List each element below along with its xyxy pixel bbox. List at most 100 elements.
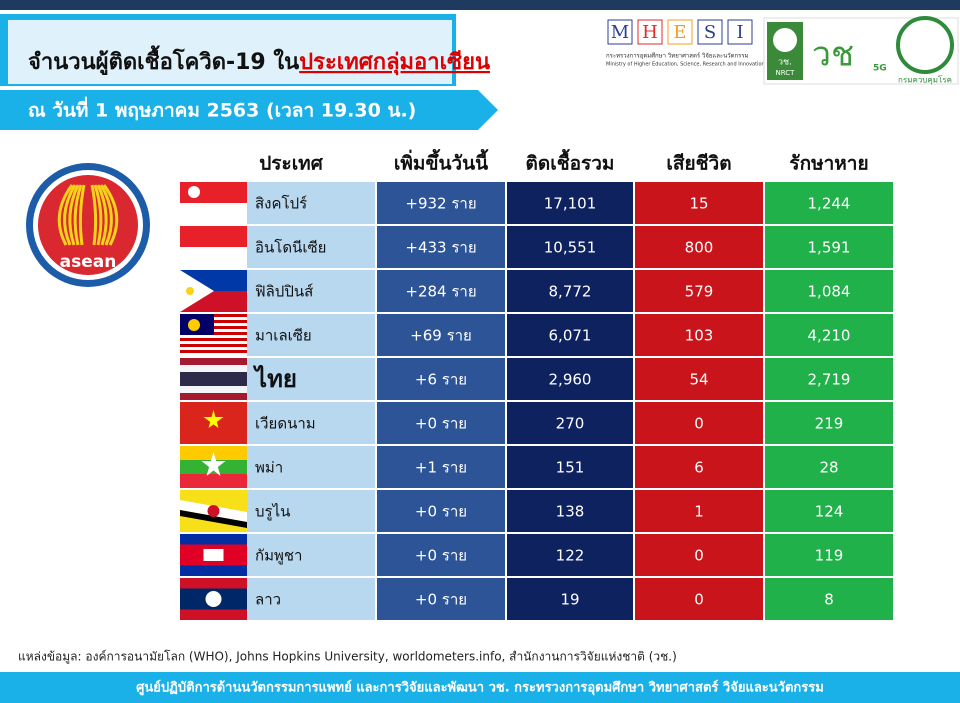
- country-name: พม่า: [255, 459, 283, 477]
- country-name: สิงคโปร์: [255, 195, 307, 213]
- country-name: ฟิลิปปินส์: [255, 283, 313, 301]
- cell: [247, 490, 375, 532]
- cell: [765, 578, 893, 620]
- cell-value: 151: [556, 459, 585, 477]
- country-name: ลาว: [255, 591, 281, 609]
- cell-value: 270: [556, 415, 585, 433]
- mhesi-english: Ministry of Higher Education, Science, R…: [606, 62, 765, 68]
- cell: [377, 578, 505, 620]
- mhesi-box: [727, 19, 753, 45]
- cell-value: 1,244: [808, 195, 851, 213]
- mhesi-letter: S: [704, 22, 716, 43]
- cell: [247, 182, 375, 224]
- footer-bar: [0, 672, 960, 703]
- date-banner: [0, 90, 498, 130]
- cell-value: 8: [824, 591, 834, 609]
- country-name: บรูไน: [255, 503, 290, 521]
- cell: [507, 358, 633, 400]
- cell-value: +932 ราย: [405, 195, 476, 213]
- cell: [765, 358, 893, 400]
- column-header: รักษาหาย: [789, 153, 868, 175]
- cell-value: 4,210: [808, 327, 851, 345]
- cell-value: 1,084: [808, 283, 851, 301]
- cell: [765, 314, 893, 356]
- flag: [201, 452, 226, 476]
- cell: [507, 314, 633, 356]
- cell-value: 0: [694, 591, 704, 609]
- cell-value: 219: [815, 415, 844, 433]
- cell-value: 1: [694, 503, 704, 521]
- cell: [247, 578, 375, 620]
- mhesi-box: [697, 19, 723, 45]
- date: ณ วันที่ 1 พฤษภาคม 2563 (เวลา 19.30 น.): [28, 97, 416, 122]
- flag: [180, 338, 247, 341]
- mhesi-letter: M: [611, 22, 629, 43]
- nrct-big: วช: [812, 35, 854, 75]
- cell: [635, 226, 763, 268]
- flag: [186, 287, 194, 295]
- cell: [765, 226, 893, 268]
- flag: [180, 270, 214, 312]
- cell: [507, 402, 633, 444]
- country-name: มาเลเซีย: [255, 327, 312, 345]
- cell: [377, 182, 505, 224]
- cell: [765, 446, 893, 488]
- cell: [765, 182, 893, 224]
- cell-value: 579: [685, 283, 714, 301]
- flag: [203, 410, 224, 428]
- cell: [377, 490, 505, 532]
- cell-value: +284 ราย: [405, 283, 476, 301]
- cell-value: +0 ราย: [415, 591, 467, 609]
- cell: [635, 578, 763, 620]
- cell-value: 800: [685, 239, 714, 257]
- cell: [635, 270, 763, 312]
- stalk: [102, 184, 119, 246]
- title-highlight: ประเทศกลุ่มอาเซียน: [299, 50, 490, 76]
- cell-value: +0 ราย: [415, 503, 467, 521]
- column-header: เสียชีวิต: [666, 153, 731, 175]
- flag: [180, 344, 247, 347]
- cell: [507, 578, 633, 620]
- cell: [247, 226, 375, 268]
- stalk: [99, 184, 113, 246]
- cell-value: +1 ราย: [415, 459, 467, 477]
- cell: [377, 534, 505, 576]
- cell: [635, 490, 763, 532]
- mhesi-box: [637, 19, 663, 45]
- cell-value: 54: [689, 371, 708, 389]
- mhesi-box: [607, 19, 633, 45]
- nrct-label: NRCT: [776, 69, 796, 77]
- table: ประเทศ เพิ่มขึ้นวันนี้ ติดเชื้อรวม เสียชีวิ…: [180, 149, 893, 620]
- flag: [180, 226, 247, 247]
- mhesi-letter: I: [736, 22, 743, 43]
- cell: [507, 534, 633, 576]
- column-header: ติดเชื้อรวม: [526, 149, 615, 175]
- nrct-thai: วช.: [778, 58, 792, 68]
- cell: [635, 402, 763, 444]
- flag: [180, 474, 247, 488]
- cell-value: 0: [694, 415, 704, 433]
- stalk: [57, 184, 74, 246]
- cell-value: 6,071: [549, 327, 592, 345]
- stalk: [93, 184, 103, 246]
- cell-value: +0 ราย: [415, 415, 467, 433]
- cell: [507, 226, 633, 268]
- asean-stalks: [57, 184, 119, 246]
- cell-value: 138: [556, 503, 585, 521]
- cell-value: 28: [819, 459, 838, 477]
- stalk: [63, 184, 77, 246]
- flag: [188, 319, 200, 331]
- flag: [207, 505, 220, 517]
- ddc-logo: [896, 16, 954, 74]
- cell: [377, 270, 505, 312]
- cell-value: +69 ราย: [410, 327, 472, 345]
- asean-label: asean: [60, 252, 117, 272]
- cell-value: 2,719: [808, 371, 851, 389]
- cell: [507, 490, 633, 532]
- title-panel: [8, 20, 452, 84]
- country-name: ไทย: [252, 364, 297, 393]
- cell: [247, 270, 375, 312]
- country-name: อินโดนีเซีย: [255, 239, 326, 257]
